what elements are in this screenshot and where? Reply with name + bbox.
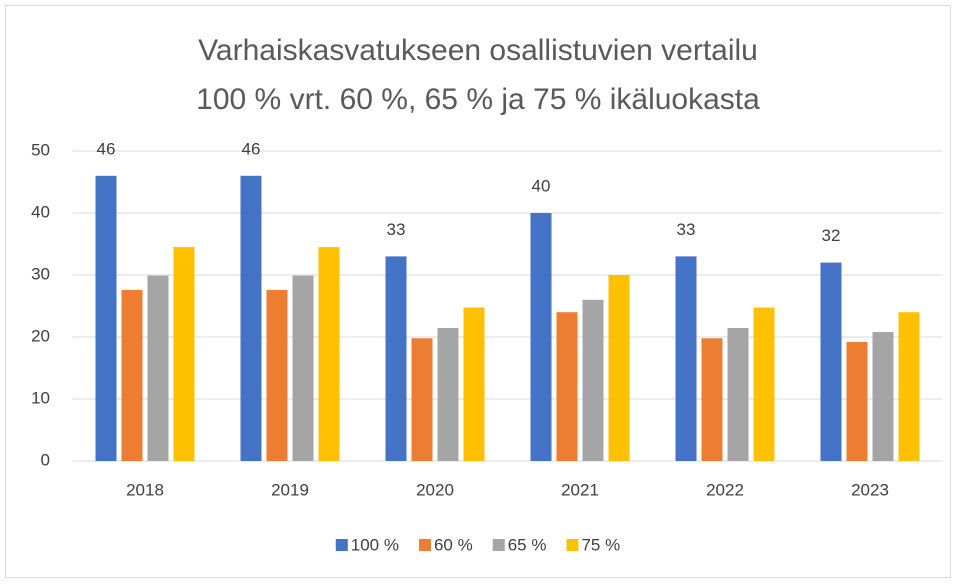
chart-title: Varhaiskasvatukseen osallistuvien vertai… xyxy=(198,34,758,67)
bar xyxy=(582,299,604,461)
bar xyxy=(846,341,868,461)
data-label: 46 xyxy=(97,139,116,158)
bar xyxy=(385,256,407,461)
bar xyxy=(411,338,433,461)
x-tick-label: 2020 xyxy=(416,480,454,499)
y-tick-label: 40 xyxy=(31,202,50,221)
legend-label: 75 % xyxy=(581,535,620,554)
bar xyxy=(266,289,288,461)
chart-title: 100 % vrt. 60 %, 65 % ja 75 % ikäluokast… xyxy=(196,83,760,116)
bar xyxy=(240,175,262,462)
bar xyxy=(820,262,842,461)
legend-label: 60 % xyxy=(434,535,473,554)
bar xyxy=(173,247,195,461)
bar xyxy=(95,175,117,462)
bar xyxy=(872,332,894,461)
bar xyxy=(608,275,630,461)
y-tick-label: 10 xyxy=(31,388,50,407)
y-tick-label: 30 xyxy=(31,264,50,283)
data-label: 40 xyxy=(532,176,551,195)
legend-swatch xyxy=(492,539,505,551)
x-tick-label: 2023 xyxy=(851,480,889,499)
bar xyxy=(121,289,143,461)
data-label: 32 xyxy=(822,226,841,245)
bar xyxy=(556,312,578,461)
bar xyxy=(727,328,749,461)
legend-swatch xyxy=(335,539,348,551)
bar xyxy=(463,307,485,461)
data-label: 33 xyxy=(387,220,406,239)
x-tick-label: 2022 xyxy=(706,480,744,499)
y-tick-label: 20 xyxy=(31,326,50,345)
bar xyxy=(147,275,169,461)
y-tick-label: 0 xyxy=(41,450,50,469)
legend-label: 65 % xyxy=(508,535,547,554)
bar xyxy=(898,312,920,461)
y-tick-label: 50 xyxy=(31,140,50,159)
legend-label: 100 % xyxy=(351,535,399,554)
x-tick-label: 2018 xyxy=(126,480,164,499)
data-label: 46 xyxy=(242,139,261,158)
bar xyxy=(318,247,340,461)
bar xyxy=(675,256,697,461)
bar xyxy=(753,307,775,461)
bar xyxy=(701,338,723,461)
bar xyxy=(437,328,459,461)
legend-swatch xyxy=(566,539,579,551)
legend-swatch xyxy=(418,539,431,551)
x-tick-label: 2019 xyxy=(271,480,309,499)
bar xyxy=(292,275,314,461)
bar xyxy=(530,213,552,461)
data-label: 33 xyxy=(677,220,696,239)
x-tick-label: 2021 xyxy=(561,480,599,499)
